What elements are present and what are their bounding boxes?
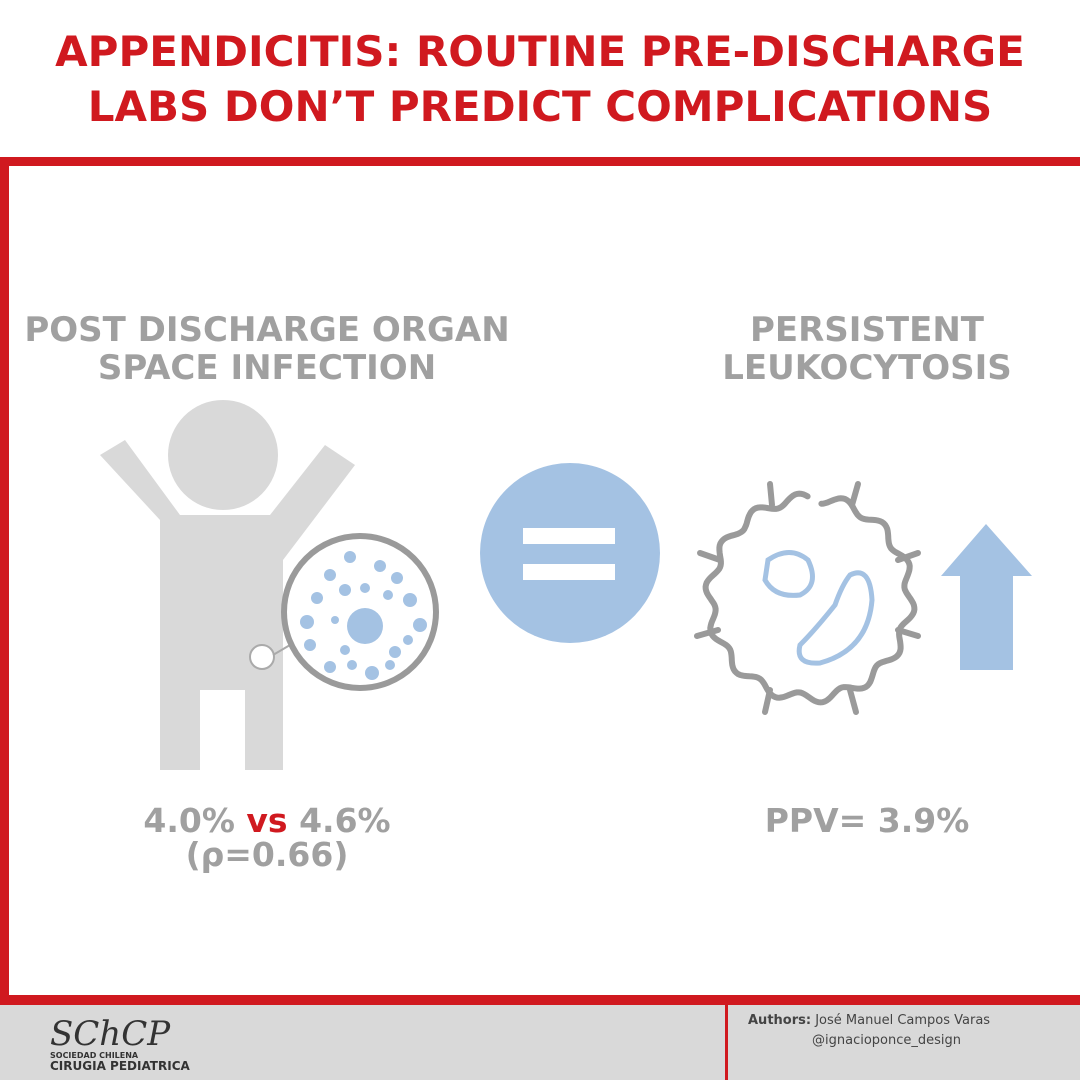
designer: @ignacioponce_design xyxy=(812,1033,961,1048)
versus: vs xyxy=(246,801,287,840)
heading-line: POST DISCHARGE ORGAN xyxy=(24,310,509,350)
nucleus xyxy=(762,550,815,598)
logo-sub: SOCIEDAD CHILENA xyxy=(50,1051,139,1060)
nucleus xyxy=(796,570,875,666)
footer-divider xyxy=(725,1005,728,1080)
stat-b: 4.6% xyxy=(299,801,391,840)
heading-line: LEUKOCYTOSIS xyxy=(722,348,1012,388)
title-line: APPENDICITIS: ROUTINE PRE-DISCHARGE xyxy=(55,27,1025,76)
p-value: (ρ=0.66) xyxy=(186,835,349,874)
heading-line: PERSISTENT xyxy=(750,310,985,350)
magnify-line xyxy=(272,644,291,656)
authors-label: Authors: xyxy=(748,1013,811,1028)
child-icon xyxy=(100,400,355,770)
arrow-up xyxy=(941,524,1032,670)
title-line: LABS DON’T PREDICT COMPLICATIONS xyxy=(88,82,992,131)
heading-line: SPACE INFECTION xyxy=(98,348,436,388)
author: José Manuel Campos Varas xyxy=(814,1013,990,1028)
stat-a: 4.0% xyxy=(143,801,235,840)
logo: SChCP xyxy=(50,1014,171,1054)
membrane xyxy=(702,490,918,706)
magnify-spot xyxy=(249,644,275,670)
frame-bottom xyxy=(0,995,1080,1005)
equals-circle xyxy=(480,463,660,643)
cell-dots xyxy=(300,551,427,680)
frame-left xyxy=(0,157,9,1005)
frame-top xyxy=(0,157,1080,166)
footer-bg xyxy=(0,1005,1080,1080)
equals-bar xyxy=(523,564,615,580)
equals-bar xyxy=(523,528,615,544)
ppv: PPV= 3.9% xyxy=(765,801,970,840)
leukocyte-icon xyxy=(694,481,921,715)
stat-line: 4.0% vs 4.6% xyxy=(143,801,390,840)
authors: Authors: José Manuel Campos Varas xyxy=(748,1013,990,1028)
logo-sub: CIRUGIA PEDIATRICA xyxy=(50,1059,191,1073)
